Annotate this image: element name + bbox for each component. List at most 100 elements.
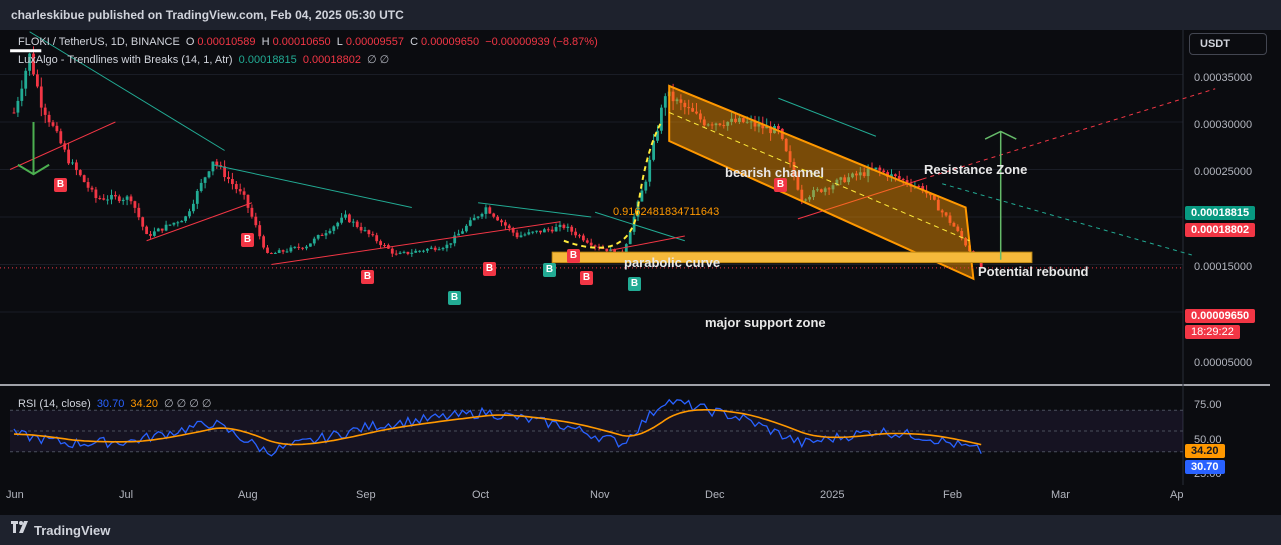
candle-body bbox=[445, 244, 449, 249]
candle-body bbox=[515, 232, 519, 238]
potential-rebound-label: Potential rebound bbox=[978, 264, 1089, 279]
candle-body bbox=[831, 185, 835, 190]
candle-body bbox=[488, 207, 492, 214]
candle-body bbox=[351, 221, 355, 223]
candle-body bbox=[332, 226, 336, 231]
candle-body bbox=[102, 198, 106, 200]
time-tick: 2025 bbox=[820, 489, 845, 501]
candle-body bbox=[718, 123, 722, 126]
break-down-signal[interactable]: B bbox=[483, 262, 496, 276]
break-up-signal[interactable]: B bbox=[628, 277, 641, 291]
candle-body bbox=[800, 189, 804, 201]
candle-body bbox=[956, 226, 960, 232]
close-value: 0.00009650 bbox=[421, 36, 480, 48]
break-down-signal[interactable]: B bbox=[580, 271, 593, 285]
indicator-value-3: ∅ ∅ bbox=[367, 54, 390, 66]
candle-body bbox=[375, 235, 379, 242]
candle-body bbox=[784, 138, 788, 152]
candle-body bbox=[500, 220, 503, 223]
candle-body bbox=[699, 113, 702, 120]
candle-body bbox=[878, 167, 882, 171]
candle-body bbox=[192, 203, 195, 212]
candle-body bbox=[309, 243, 312, 247]
candle-body bbox=[582, 235, 585, 241]
candle-body bbox=[301, 247, 304, 249]
candle-body bbox=[273, 252, 277, 254]
candle-body bbox=[507, 225, 511, 228]
candle-body bbox=[777, 126, 780, 129]
currency-button[interactable]: USDT bbox=[1189, 33, 1267, 55]
candle-body bbox=[929, 193, 932, 196]
candle-body bbox=[129, 196, 133, 202]
candle-body bbox=[648, 159, 652, 182]
break-down-signal[interactable]: B bbox=[774, 178, 787, 192]
candle-body bbox=[258, 225, 262, 237]
candle-body bbox=[702, 119, 706, 126]
candle-body bbox=[71, 162, 74, 164]
candle-body bbox=[285, 251, 289, 253]
break-down-signal[interactable]: B bbox=[567, 249, 580, 263]
symbol-name[interactable]: FLOKI / TetherUS, 1D, BINANCE bbox=[18, 36, 180, 48]
candle-body bbox=[426, 248, 429, 251]
candle-body bbox=[921, 186, 925, 191]
candle-body bbox=[730, 118, 733, 122]
candle-body bbox=[687, 107, 691, 109]
candle-body bbox=[468, 220, 472, 226]
tradingview-brand[interactable]: TradingView bbox=[10, 520, 110, 540]
candle-body bbox=[297, 246, 301, 248]
teal-trendline bbox=[478, 202, 592, 218]
price-tick: 0.00035000 bbox=[1194, 72, 1253, 84]
candle-body bbox=[585, 240, 589, 243]
tradingview-logo-icon bbox=[10, 520, 30, 540]
candle-body bbox=[476, 216, 480, 218]
candle-body bbox=[441, 248, 445, 250]
candle-body bbox=[862, 172, 866, 177]
indicator-value-2: 0.00018802 bbox=[302, 54, 361, 66]
price-tick: 0.00030000 bbox=[1194, 119, 1253, 131]
close-label: C bbox=[410, 36, 419, 48]
teal-trendline bbox=[29, 31, 225, 151]
candle-body bbox=[219, 165, 223, 167]
break-down-signal[interactable]: B bbox=[241, 233, 254, 247]
break-down-signal[interactable]: B bbox=[54, 178, 67, 192]
rsi-name[interactable]: RSI (14, close) bbox=[18, 398, 91, 410]
rsi-ma-badge: 34.20 bbox=[1185, 444, 1225, 458]
candle-body bbox=[624, 244, 628, 257]
candle-body bbox=[554, 227, 558, 232]
candle-body bbox=[180, 220, 184, 223]
indicator-value-1: 0.00018815 bbox=[238, 54, 297, 66]
indicator-name[interactable]: LuxAlgo - Trendlines with Breaks (14, 1,… bbox=[18, 54, 233, 66]
candle-body bbox=[749, 121, 753, 123]
candle-body bbox=[453, 235, 457, 244]
candle-body bbox=[570, 226, 574, 232]
break-up-signal[interactable]: B bbox=[543, 263, 556, 277]
candle-body bbox=[874, 167, 878, 170]
candle-body bbox=[398, 252, 402, 254]
countdown-badge: 18:29:22 bbox=[1185, 325, 1240, 339]
down-arrow-head bbox=[17, 163, 50, 176]
candle-body bbox=[24, 70, 28, 89]
break-down-signal[interactable]: B bbox=[361, 270, 374, 284]
candle-body bbox=[609, 249, 613, 252]
candle-body bbox=[98, 198, 102, 200]
candle-body bbox=[28, 53, 31, 71]
candle-body bbox=[188, 211, 191, 217]
candle-body bbox=[324, 233, 328, 236]
candle-body bbox=[593, 245, 597, 247]
candle-body bbox=[936, 199, 940, 211]
candle-body bbox=[979, 258, 983, 268]
candle-body bbox=[86, 182, 90, 188]
candle-body bbox=[367, 230, 371, 235]
candle-body bbox=[827, 188, 831, 190]
chart-canvas[interactable] bbox=[0, 30, 1281, 515]
candle-body bbox=[355, 221, 359, 227]
break-up-signal[interactable]: B bbox=[448, 291, 461, 305]
candle-body bbox=[305, 246, 308, 249]
candle-body bbox=[63, 143, 67, 150]
candle-body bbox=[277, 250, 281, 253]
candle-body bbox=[804, 199, 808, 201]
candle-body bbox=[823, 188, 827, 192]
fib-level-label: 0.9162481834711643 bbox=[613, 206, 720, 218]
candle-body bbox=[558, 224, 562, 228]
candle-body bbox=[671, 91, 675, 102]
